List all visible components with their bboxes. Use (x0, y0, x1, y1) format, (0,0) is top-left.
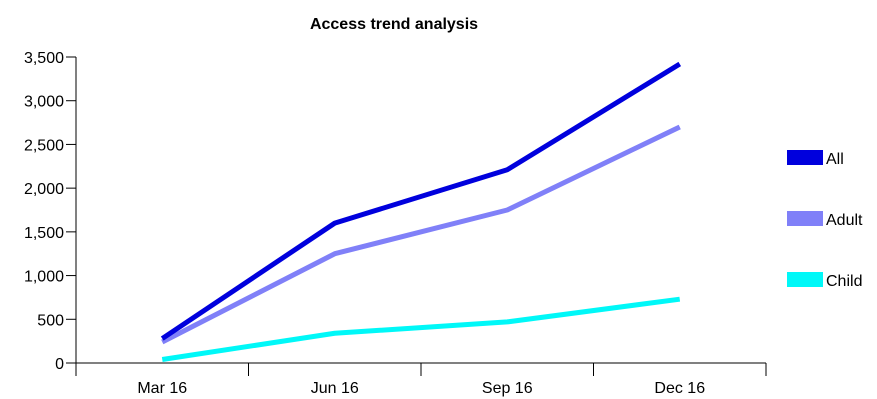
x-tick-label: Sep 16 (482, 380, 533, 397)
y-tick-label: 500 (37, 312, 64, 329)
series-line-all (160, 61, 682, 341)
y-tick-label: 0 (55, 356, 64, 373)
legend-swatch-adult (787, 211, 823, 226)
legend-label-child: Child (826, 273, 862, 290)
y-tick-label: 1,500 (24, 225, 64, 242)
x-axis: Mar 16 Jun 16 Sep 16 Dec 16 (66, 362, 767, 397)
legend: All Adult Child (787, 150, 863, 290)
y-axis: 0 500 1,000 1,500 2,000 2,500 3,000 3,500 (24, 50, 77, 376)
series-lines (160, 61, 682, 362)
y-tick-label: 1,000 (24, 269, 64, 286)
y-tick-label: 2,000 (24, 181, 64, 198)
legend-swatch-child (787, 272, 823, 287)
chart-title: Access trend analysis (310, 16, 478, 33)
y-tick-label: 3,000 (24, 94, 64, 111)
y-tick-label: 3,500 (24, 50, 64, 67)
x-tick-label: Dec 16 (654, 380, 705, 397)
x-tick-label: Mar 16 (137, 380, 187, 397)
legend-swatch-all (787, 150, 823, 165)
x-tick-label: Jun 16 (311, 380, 359, 397)
legend-label-all: All (826, 151, 844, 168)
series-line-child (161, 296, 681, 362)
y-tick-label: 2,500 (24, 137, 64, 154)
legend-label-adult: Adult (826, 212, 863, 229)
series-line-adult (161, 124, 681, 345)
